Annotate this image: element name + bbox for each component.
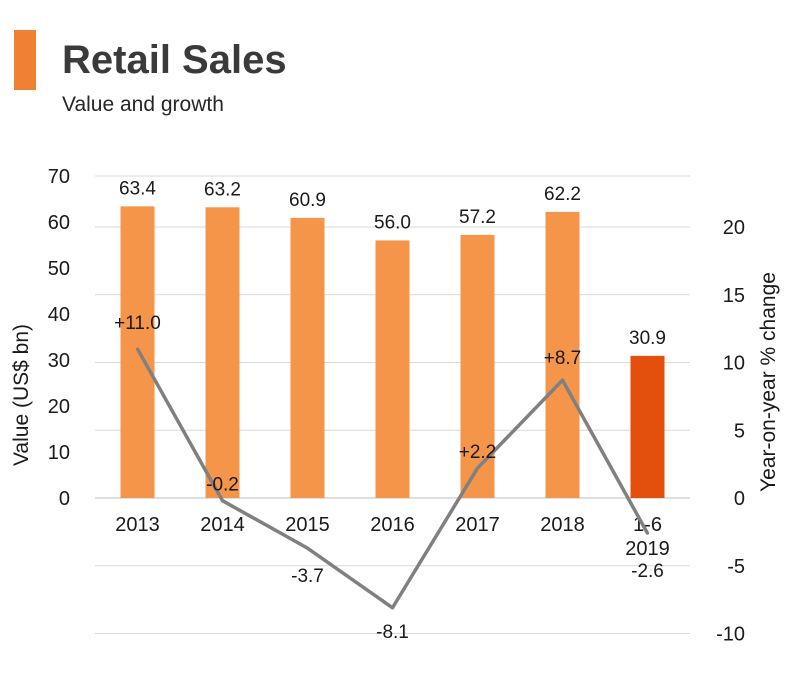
bar-data-label: 56.0 xyxy=(374,212,411,233)
y-tick-label: 40 xyxy=(48,304,70,326)
line-data-label: +8.7 xyxy=(544,348,582,369)
line-data-label: -2.6 xyxy=(631,561,664,582)
line-data-label: -3.7 xyxy=(291,566,324,587)
bar-data-label: 60.9 xyxy=(289,190,326,211)
bar xyxy=(630,355,665,498)
bar xyxy=(290,217,325,499)
y-axis-title: Value (US$ bn) xyxy=(10,324,33,466)
y-tick-label: 10 xyxy=(48,442,70,464)
y-tick-label: 70 xyxy=(48,166,70,188)
x-tick-label: 2017 xyxy=(455,514,500,536)
y2-tick-label: 10 xyxy=(723,353,745,375)
chart-subtitle: Value and growth xyxy=(62,93,224,116)
bar-data-label: 63.4 xyxy=(119,178,156,199)
line-data-label: -0.2 xyxy=(206,475,239,496)
bar-data-label: 63.2 xyxy=(204,179,241,200)
y2-axis-title: Year-on-year % change xyxy=(757,272,780,492)
bar xyxy=(205,207,240,498)
growth-point xyxy=(476,466,479,470)
line-data-label: +2.2 xyxy=(459,442,497,463)
bar xyxy=(375,240,410,498)
y2-tick-label: -10 xyxy=(716,624,745,646)
y-tick-label: 60 xyxy=(48,212,70,234)
title-accent-bar xyxy=(14,30,36,90)
x-tick-label: 2019 xyxy=(625,538,670,560)
y2-tick-label: 20 xyxy=(723,217,745,239)
line-data-label: +11.0 xyxy=(114,313,161,334)
y2-tick-label: 5 xyxy=(734,420,745,442)
chart-title: Retail Sales xyxy=(62,38,287,82)
bar-data-label: 62.2 xyxy=(544,184,581,205)
line-data-label: -8.1 xyxy=(376,622,409,643)
x-tick-label: 2014 xyxy=(200,514,245,536)
growth-point xyxy=(561,378,564,382)
growth-point xyxy=(136,347,139,351)
x-tick-label: 2018 xyxy=(540,514,585,536)
growth-point xyxy=(221,499,224,503)
y2-tick-label: -5 xyxy=(727,556,745,578)
x-tick-label: 2013 xyxy=(115,514,160,536)
bar xyxy=(545,211,580,498)
growth-point xyxy=(391,606,394,610)
y2-tick-label: 15 xyxy=(723,285,745,307)
bar-data-label: 30.9 xyxy=(629,328,666,349)
y-tick-label: 50 xyxy=(48,258,70,280)
y2-tick-label: 0 xyxy=(734,488,745,510)
y-tick-label: 30 xyxy=(48,350,70,372)
growth-point xyxy=(306,546,309,550)
y-tick-label: 20 xyxy=(48,396,70,418)
x-tick-label: 2015 xyxy=(285,514,330,536)
x-tick-label: 2016 xyxy=(370,514,415,536)
bar-data-label: 57.2 xyxy=(459,207,496,228)
growth-point xyxy=(646,531,649,535)
y-tick-label: 0 xyxy=(59,488,70,510)
